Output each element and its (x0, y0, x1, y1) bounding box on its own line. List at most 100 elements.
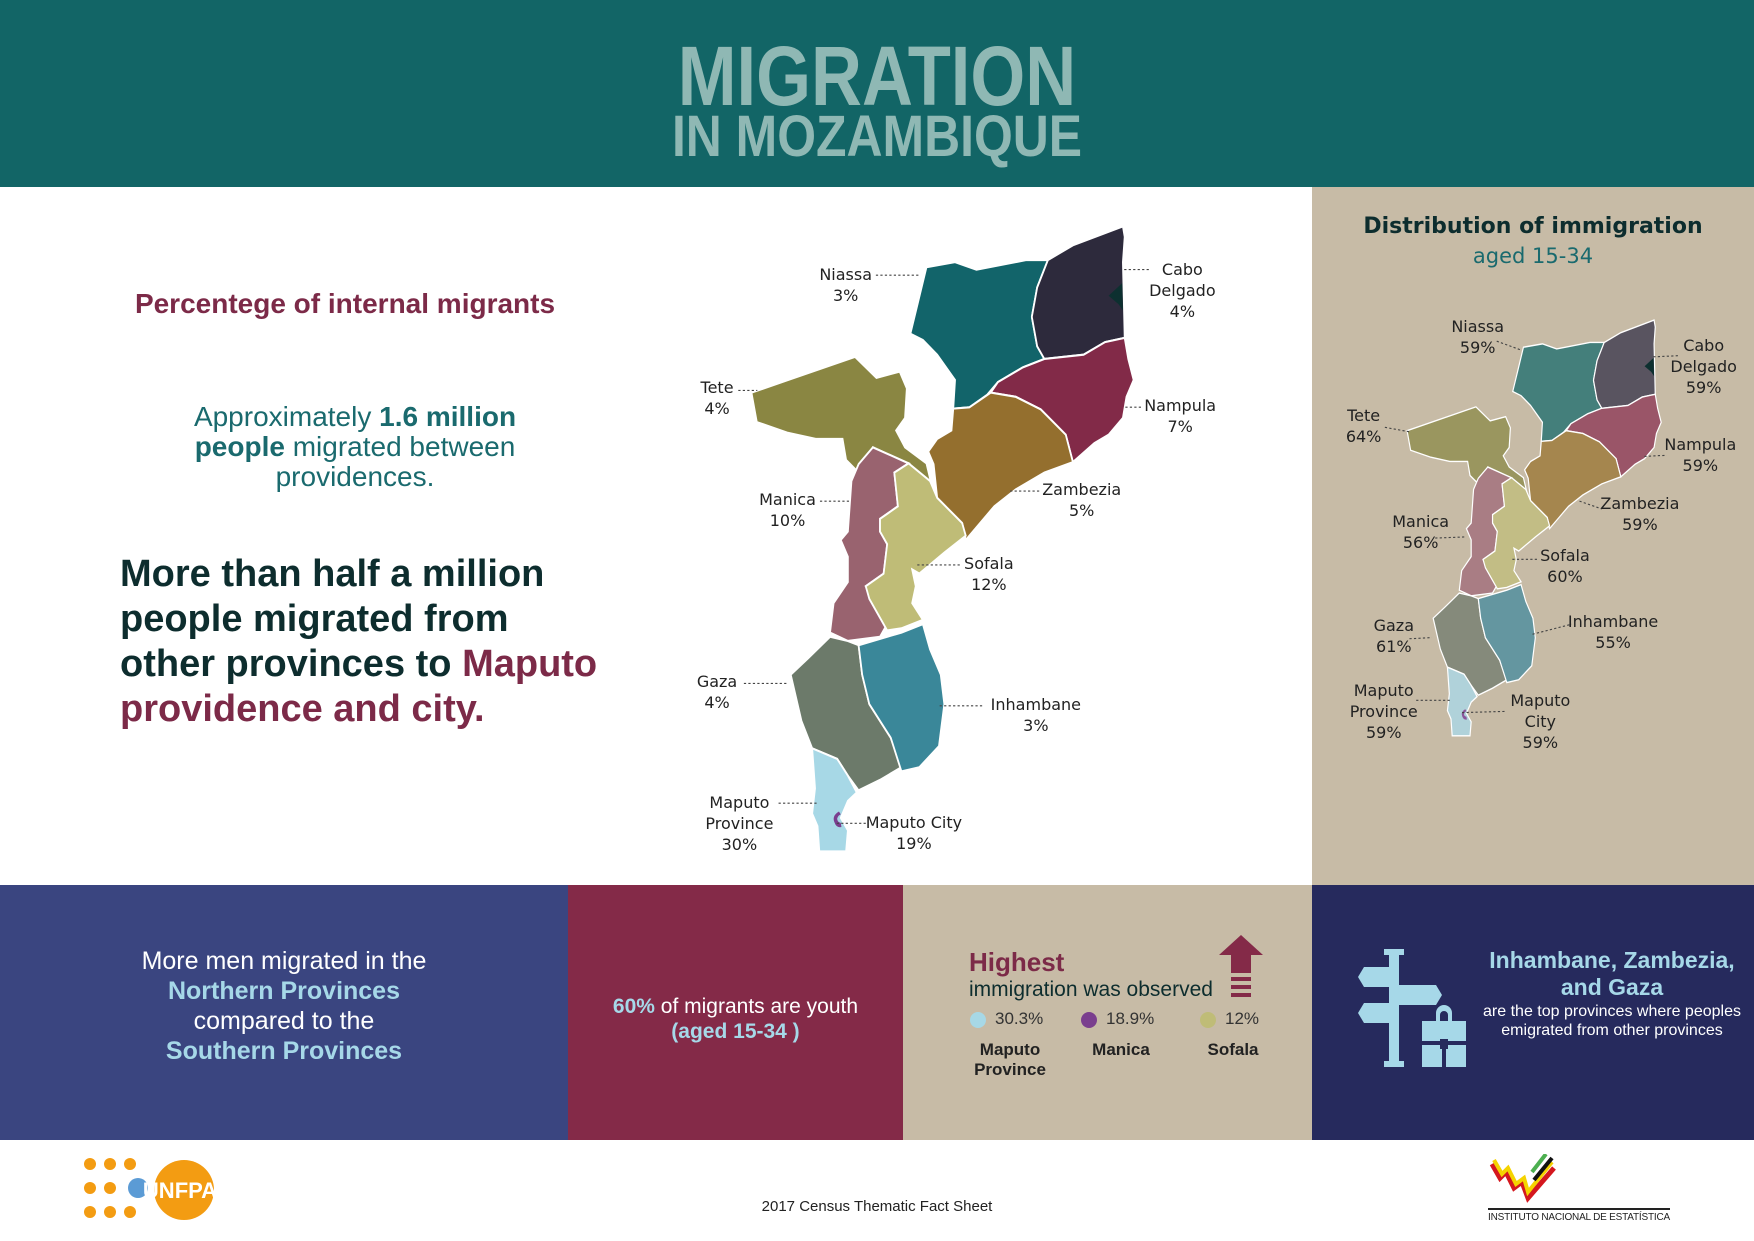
headline-part2: Maputo providence and city. (120, 643, 598, 730)
map-heading: Percentege of internal migrants (134, 288, 556, 319)
distribution-subtitle: aged 15-34 (1472, 244, 1594, 268)
province-value: 59% (1682, 456, 1719, 476)
province-name: Nampula (1144, 396, 1217, 416)
main-label-inhambane: Inhambane 3% (991, 694, 1081, 736)
province-value: 4% (704, 693, 730, 713)
men-line1: More men migrated in the (141, 947, 427, 975)
age-label-zambezia: Zambezia 59% (1600, 493, 1679, 535)
men-migration-panel: More men migrated in the Northern Provin… (0, 885, 568, 1140)
age-label-nampula: Nampula 59% (1664, 434, 1736, 476)
signpost-luggage-icon (1358, 949, 1466, 1067)
legend-dot-maputo (970, 1012, 986, 1028)
emigration-panel: Inhambane, Zambezia, and Gaza are the to… (1312, 885, 1754, 1140)
approx-suffix: migrated between providences. (275, 431, 516, 492)
province-value: 3% (832, 286, 859, 306)
province-value: 59% (1365, 723, 1402, 743)
main-label-sofala: Sofala 12% (964, 553, 1014, 595)
province-value: 55% (1595, 632, 1631, 652)
main-province-cabo (1030, 224, 1126, 361)
men-line2: Northern Provinces (167, 977, 400, 1005)
main-province-tete (750, 355, 936, 498)
province-name: Maputo Province (705, 793, 774, 834)
page-title: MIGRATION (677, 29, 1077, 123)
youth-age: (aged 15-34 ) (671, 1020, 800, 1043)
province-value: 7% (1167, 417, 1193, 437)
province-value: 61% (1376, 637, 1412, 657)
youth-percent: 60% (612, 995, 655, 1018)
province-name: Manica (759, 490, 816, 510)
main-label-niassa: Niassa 3% (819, 264, 872, 306)
name-manica: Manica (1092, 1040, 1150, 1059)
distribution-title: Distribution of immigration (1363, 214, 1703, 239)
main-province-inhambane (857, 622, 946, 773)
province-name: Gaza (696, 672, 738, 692)
province-value: 59% (1459, 337, 1496, 357)
header-banner (0, 0, 1754, 187)
main-province-gaza (789, 635, 903, 792)
age-distribution-panel (1312, 187, 1754, 885)
province-name: Zambezia (1600, 494, 1680, 514)
main-province-mcity (833, 811, 842, 828)
province-name: Manica (1392, 512, 1450, 532)
province-name: Tete (700, 378, 734, 398)
ine-logo (1489, 1154, 1556, 1203)
headline-part1: More than half a million people migrated… (120, 553, 545, 685)
province-name: Nampula (1664, 435, 1737, 455)
lake-shape (1108, 283, 1123, 311)
youth-text: of migrants are youth (654, 995, 859, 1018)
highest-subtitle: immigration was observed (969, 978, 1213, 1001)
province-value: 19% (896, 834, 932, 854)
name-sofala: Sofala (1207, 1040, 1259, 1059)
value-manica: 18.9% (1106, 1009, 1155, 1028)
province-name: Maputo City (865, 813, 963, 833)
approx-migrants-text: Approximately 1.6 million people migrate… (150, 402, 560, 492)
province-value: 30% (721, 835, 758, 855)
province-value: 56% (1402, 533, 1439, 553)
approx-highlight: 1.6 million people (194, 401, 517, 462)
province-value: 59% (1685, 377, 1722, 397)
province-value: 12% (971, 574, 1007, 594)
arrow-up-icon (1219, 935, 1263, 997)
main-province-map (750, 224, 1135, 853)
province-name: Inhambane (990, 694, 1082, 714)
province-name: Zambezia (1042, 479, 1122, 499)
province-name: Cabo Delgado (1149, 259, 1216, 300)
unfpa-logo: UNFPA (84, 1158, 214, 1220)
page-subtitle: IN MOZAMBIQUE (671, 104, 1083, 169)
age-label-inhambane: Inhambane 55% (1568, 611, 1658, 653)
province-name: Maputo Province (1349, 681, 1418, 722)
province-name: Cabo Delgado (1670, 335, 1737, 376)
youth-panel: 60% of migrants are youth (aged 15-34 ) (568, 885, 903, 1140)
main-province-sofala (864, 462, 967, 632)
age-label-mprov: Maputo Province 59% (1338, 680, 1430, 743)
footer-caption: 2017 Census Thematic Fact Sheet (761, 1198, 993, 1215)
province-name: Sofala (1540, 545, 1590, 565)
province-value: 5% (1069, 500, 1095, 520)
age-label-manica: Manica 56% (1392, 511, 1449, 553)
main-label-mprov: Maputo Province 30% (693, 792, 785, 855)
highest-immigration-panel: Highest immigration was observed 30.3% 1… (903, 885, 1312, 1140)
main-province-mprov (811, 746, 858, 853)
emigration-text: are the top provinces where peoples emig… (1483, 1003, 1741, 1039)
main-label-gaza: Gaza 4% (697, 671, 737, 713)
province-name: Maputo City (1510, 691, 1571, 732)
age-label-mcity: Maputo City 59% (1494, 690, 1586, 753)
main-province-nampula (989, 336, 1135, 464)
province-value: 3% (1023, 715, 1049, 735)
province-name: Niassa (1451, 316, 1505, 336)
emigration-title: Inhambane, Zambezia, and Gaza (1489, 947, 1735, 1000)
main-label-nampula: Nampula 7% (1144, 395, 1216, 437)
main-label-zambezia: Zambezia 5% (1042, 479, 1121, 521)
age-label-cabo: Cabo Delgado 59% (1658, 335, 1750, 398)
age-label-tete: Tete 64% (1346, 405, 1382, 447)
main-label-mcity: Maputo City 19% (866, 812, 962, 854)
province-name: Gaza (1373, 616, 1414, 636)
main-label-manica: Manica 10% (759, 489, 816, 531)
headline-statement: More than half a million people migrated… (120, 552, 600, 732)
value-maputo: 30.3% (995, 1009, 1044, 1028)
ine-logo-text: INSTITUTO NACIONAL DE ESTATÍSTICA (1488, 1208, 1670, 1223)
value-sofala: 12% (1225, 1009, 1260, 1028)
province-name: Sofala (964, 553, 1014, 573)
province-value: 60% (1547, 566, 1583, 586)
main-label-cabo: Cabo Delgado 4% (1136, 259, 1228, 322)
